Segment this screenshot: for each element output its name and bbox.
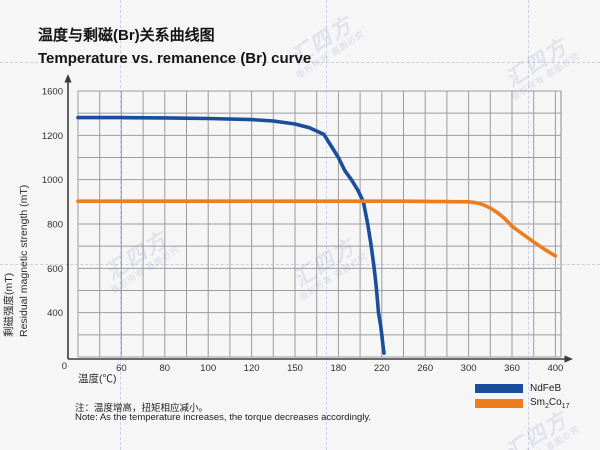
watermark-notice: 版权所有 盗图必究 bbox=[297, 250, 370, 303]
origin-tick-label: 0 bbox=[62, 361, 67, 372]
y-tick-label: 1600 bbox=[42, 87, 63, 98]
legend-swatch-sm2co17 bbox=[475, 398, 523, 408]
background-guide-line-h1 bbox=[0, 62, 600, 63]
legend-item-ndfeb: NdFeB bbox=[475, 382, 595, 394]
watermark: 汇四方 版权所有 盗图必究 bbox=[98, 226, 182, 295]
x-tick-label: 400 bbox=[547, 363, 563, 374]
y-axis-arrow bbox=[64, 74, 72, 83]
x-tick-label: 120 bbox=[244, 363, 260, 374]
watermark: 汇四方 版权所有 盗图必究 bbox=[498, 33, 582, 103]
note-en: Note: As the temperature increases, the … bbox=[75, 412, 372, 423]
x-tick-label: 300 bbox=[461, 363, 477, 374]
series-curve-sm2co17 bbox=[76, 199, 558, 258]
legend: NdFeB Sm2Co17 bbox=[475, 382, 595, 412]
y-axis-title-en: Residual magnetic strength (mT) bbox=[18, 184, 30, 337]
watermark: 汇四方 版权所有 盗图必究 bbox=[286, 233, 370, 303]
x-tick-label: 260 bbox=[417, 363, 433, 374]
watermark: 汇四方 版权所有 盗图必究 bbox=[498, 406, 582, 450]
legend-item-sm2co17: Sm2Co17 bbox=[475, 396, 595, 410]
watermark-brand: 汇四方 bbox=[501, 34, 573, 92]
watermark-brand: 汇四方 bbox=[101, 227, 173, 285]
x-tick-label: 360 bbox=[504, 363, 520, 374]
watermark-notice: 版权所有 盗图必究 bbox=[509, 50, 582, 103]
x-tick-label: 150 bbox=[287, 363, 303, 374]
watermark-brand: 汇四方 bbox=[501, 407, 573, 450]
series-curve-ndfeb bbox=[76, 115, 386, 355]
background-guide-line-h2 bbox=[0, 264, 600, 265]
x-tick-label: 60 bbox=[116, 363, 127, 374]
x-tick-label: 100 bbox=[200, 363, 216, 374]
y-axis-title-zh: 剩磁强度(mT) bbox=[3, 272, 15, 337]
x-tick-label: 180 bbox=[330, 363, 346, 374]
page-title-en: Temperature vs. remanence (Br) curve bbox=[38, 50, 312, 67]
legend-label-ndfeb: NdFeB bbox=[530, 382, 562, 394]
y-tick-label: 1000 bbox=[42, 175, 63, 186]
x-tick-label: 220 bbox=[374, 363, 390, 374]
watermark: 汇四方 版权所有 盗图必究 bbox=[283, 11, 367, 80]
background-guide-line-v2 bbox=[326, 0, 327, 450]
y-tick-label: 800 bbox=[47, 220, 63, 231]
note-zh: 注：温度增高，扭矩相应减小。 bbox=[75, 403, 209, 414]
page-title-zh: 温度与剩磁(Br)关系曲线图 bbox=[38, 27, 215, 44]
legend-swatch-ndfeb bbox=[475, 383, 523, 393]
x-axis-arrow bbox=[564, 355, 573, 363]
y-tick-label: 400 bbox=[47, 308, 63, 319]
y-tick-label: 600 bbox=[47, 264, 63, 275]
legend-label-sm2co17: Sm2Co17 bbox=[530, 396, 570, 410]
watermark-notice: 版权所有 盗图必究 bbox=[509, 423, 582, 450]
x-tick-label: 80 bbox=[160, 363, 171, 374]
x-axis-title: 温度(℃) bbox=[78, 373, 117, 385]
y-tick-label: 1200 bbox=[42, 131, 63, 142]
